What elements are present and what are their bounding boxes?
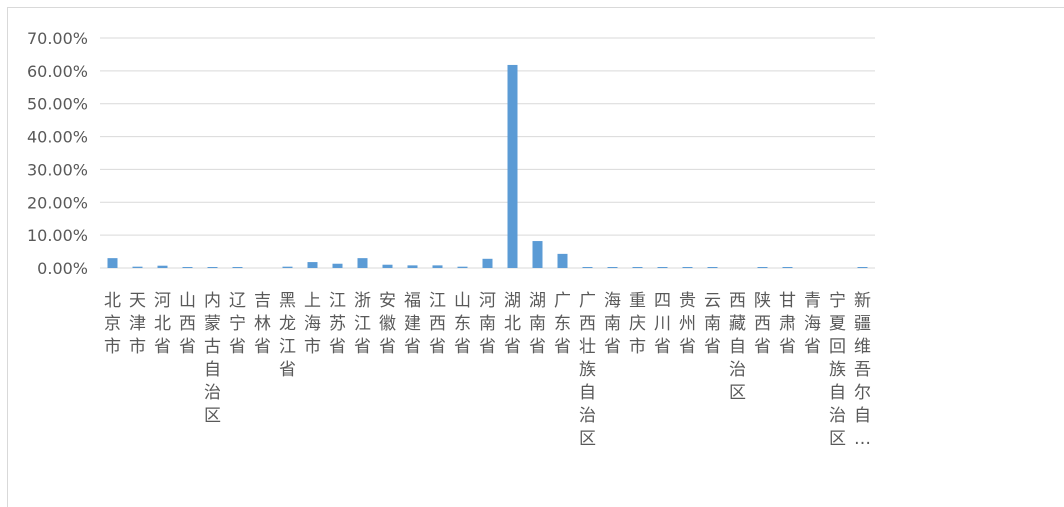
chart-frame: [7, 7, 1064, 507]
y-tick-label: 60.00%: [27, 62, 88, 81]
x-tick-label: 上海市: [304, 291, 321, 357]
y-tick-label: 30.00%: [27, 160, 88, 179]
x-tick-label: 陕西省: [754, 291, 771, 357]
bar: [407, 265, 418, 268]
x-tick-label: 山西省: [179, 291, 196, 357]
x-tick-label: 黑龙江省: [279, 291, 296, 380]
bar: [307, 262, 318, 268]
x-tick-label: 辽宁省: [229, 291, 246, 357]
bar: [207, 267, 218, 268]
bar: [107, 258, 118, 268]
bar: [432, 265, 443, 268]
y-tick-label: 50.00%: [27, 95, 88, 114]
x-tick-label: 江西省: [429, 291, 446, 357]
bar: [182, 267, 193, 268]
bar: [782, 267, 793, 268]
bar: [582, 267, 593, 268]
x-tick-label: 宁夏回族自治区: [829, 291, 846, 449]
x-tick-label: 北京市: [104, 291, 121, 357]
bars: [107, 64, 868, 268]
bar: [507, 64, 518, 268]
x-tick-label: 河北省: [154, 291, 171, 357]
y-tick-label: 10.00%: [27, 226, 88, 245]
bar: [707, 267, 718, 268]
bar: [857, 267, 868, 268]
y-tick-label: 70.00%: [27, 29, 88, 48]
bar: [457, 266, 468, 268]
bar: [282, 266, 293, 268]
bar: [132, 266, 143, 268]
x-tick-label: 江苏省: [329, 291, 346, 357]
x-tick-label: 重庆市: [629, 291, 646, 357]
x-tick-label: 吉林省: [254, 291, 271, 357]
x-axis-ticks: 北京市天津市河北省山西省内蒙古自治区辽宁省吉林省黑龙江省上海市江苏省浙江省安徽省…: [104, 291, 871, 449]
x-tick-label: 天津市: [129, 291, 146, 357]
x-tick-label: 安徽省: [379, 291, 396, 357]
bar: [557, 253, 568, 268]
bar: [157, 265, 168, 268]
x-tick-label: 海南省: [604, 291, 621, 357]
x-tick-label: 青海省: [804, 291, 821, 357]
x-tick-label: 西藏自治区: [729, 291, 746, 403]
x-tick-label: 山东省: [454, 291, 471, 357]
y-tick-label: 20.00%: [27, 193, 88, 212]
x-tick-label: 河南省: [479, 291, 496, 357]
bar: [382, 264, 393, 268]
bar: [357, 258, 368, 268]
y-axis-ticks: 0.00% 10.00% 20.00% 30.00% 40.00% 50.00% 60.00…: [27, 29, 88, 278]
bar: [607, 267, 618, 268]
bar: [757, 267, 768, 268]
x-tick-label: 湖南省: [529, 291, 546, 357]
x-tick-label: 广东省: [554, 291, 571, 357]
bar: [632, 267, 643, 268]
x-tick-label: 广西壮族自治区: [579, 291, 596, 449]
y-tick-label: 40.00%: [27, 128, 88, 147]
x-tick-label: 福建省: [404, 291, 421, 357]
bar: [532, 241, 543, 268]
x-tick-label: 湖北省: [504, 291, 521, 357]
x-tick-label: 四川省: [654, 291, 671, 357]
x-tick-label: 甘肃省: [779, 291, 796, 357]
bar: [232, 267, 243, 268]
bar: [482, 258, 493, 268]
x-tick-label: 新疆维吾尔自…: [854, 291, 871, 449]
x-tick-label: 浙江省: [354, 291, 371, 357]
x-tick-label: 贵州省: [679, 291, 696, 357]
y-tick-label: 0.00%: [37, 259, 88, 278]
x-tick-label: 云南省: [704, 291, 721, 357]
bar: [332, 263, 343, 268]
x-tick-label: 内蒙古自治区: [204, 291, 221, 426]
bar: [682, 267, 693, 268]
gridlines: [100, 37, 875, 269]
bar: [657, 267, 668, 268]
